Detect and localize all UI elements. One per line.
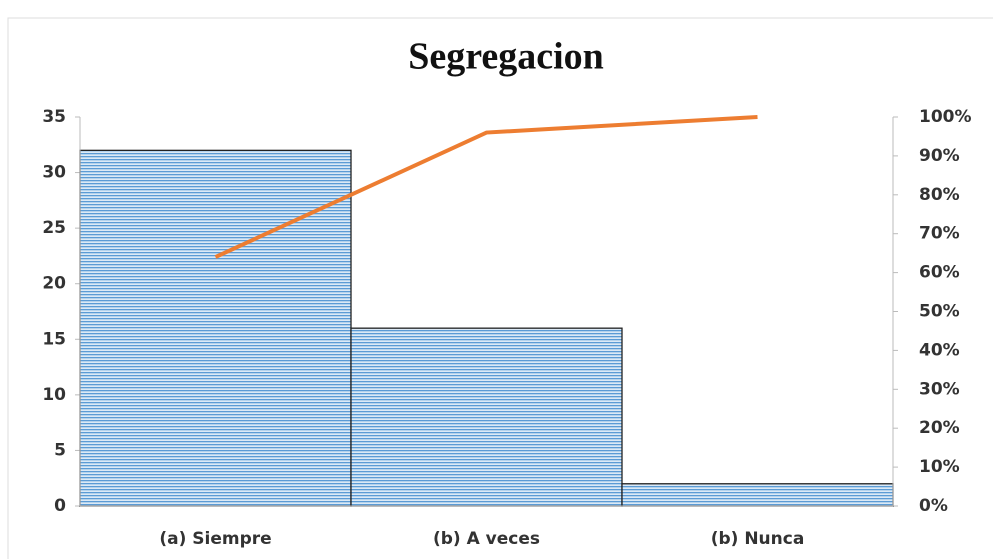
y-tick-label: 5: [54, 440, 66, 460]
y-tick-label: 25: [42, 218, 66, 238]
y2-tick-label: 70%: [919, 224, 960, 244]
y2-tick-label: 80%: [919, 185, 960, 205]
y-tick-label: 10: [42, 385, 66, 405]
y2-tick-label: 0%: [919, 496, 948, 516]
y2-tick-label: 100%: [919, 107, 972, 127]
cumulative-line: [214, 115, 758, 259]
y-tick-label: 20: [42, 274, 66, 294]
y2-tick-label: 90%: [919, 146, 960, 166]
y2-tick-label: 10%: [919, 457, 960, 477]
chart-title: Segregacion: [408, 36, 604, 78]
y-tick-label: 30: [42, 163, 66, 183]
y-tick-label: 35: [42, 107, 66, 127]
y2-tick-label: 40%: [919, 340, 960, 360]
y-tick-label: 15: [42, 329, 66, 349]
bar: [350, 327, 623, 507]
bar: [79, 149, 352, 507]
y2-tick-label: 20%: [919, 418, 960, 438]
y2-tick-label: 50%: [919, 302, 960, 322]
x-tick-label: (b) Nunca: [711, 529, 805, 549]
x-tick-label: (b) A veces: [433, 529, 540, 549]
y2-tick-label: 60%: [919, 263, 960, 283]
bar: [621, 483, 894, 507]
y-tick-label: 0: [54, 496, 66, 516]
chart-border: [7, 17, 993, 559]
x-tick-label: (a) Siempre: [159, 529, 271, 549]
y2-tick-label: 30%: [919, 379, 960, 399]
